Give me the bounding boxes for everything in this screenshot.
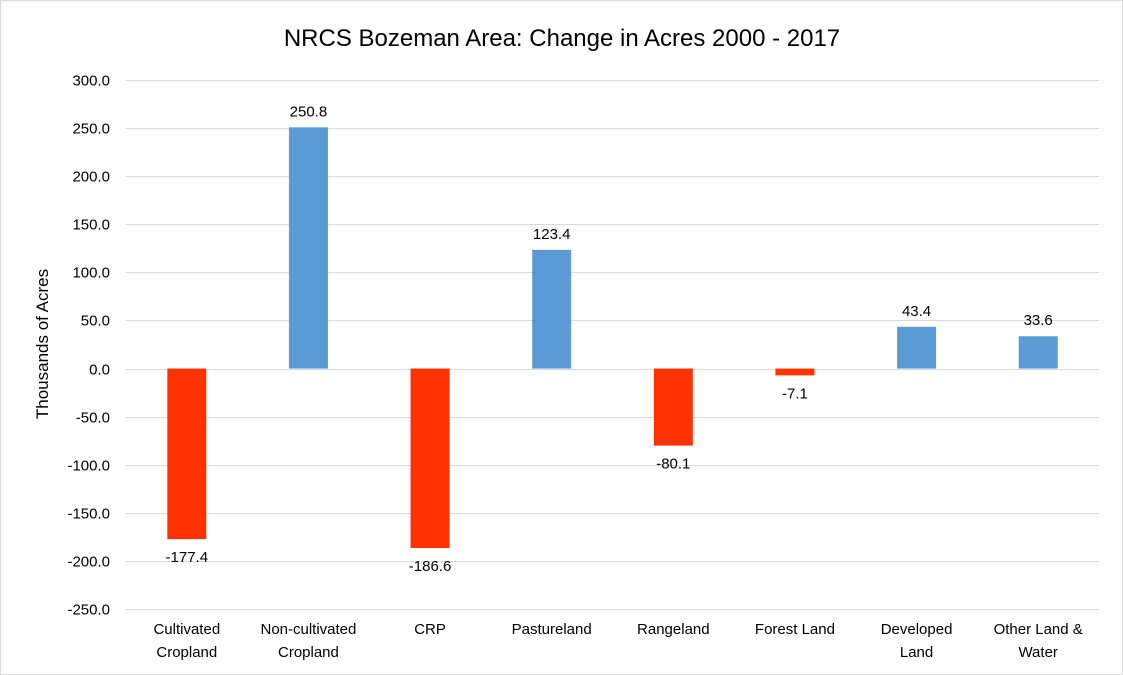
y-tick-label: -200.0 <box>67 554 110 571</box>
data-label: 33.6 <box>1024 312 1053 329</box>
bars <box>167 127 1058 549</box>
x-category-label: Other Land & <box>994 621 1083 638</box>
bar <box>167 368 207 540</box>
x-category-label: Cropland <box>278 644 339 661</box>
gridlines <box>126 80 1099 610</box>
y-tick-label: 300.0 <box>72 73 110 90</box>
y-tick-label: 100.0 <box>72 265 110 282</box>
y-tick-label: -50.0 <box>76 410 110 427</box>
x-category-label: Rangeland <box>637 621 710 638</box>
bar <box>1018 336 1058 369</box>
y-tick-label: 200.0 <box>72 169 110 186</box>
chart-title: NRCS Bozeman Area: Change in Acres 2000 … <box>284 25 840 52</box>
data-label: 123.4 <box>533 226 571 243</box>
bar <box>288 127 328 369</box>
x-category-label: Developed <box>881 621 953 638</box>
x-axis-categories: Cultivated Cropland Non-cultivated Cropland… <box>153 621 1082 661</box>
bar <box>653 368 693 446</box>
x-category-label: Water <box>1018 644 1057 661</box>
y-tick-label: -100.0 <box>67 458 110 475</box>
bar <box>897 326 937 369</box>
x-category-label: CRP <box>414 621 446 638</box>
data-label: 250.8 <box>290 103 328 120</box>
y-tick-label: 250.0 <box>72 121 110 138</box>
x-category-label: Pastureland <box>512 621 592 638</box>
y-tick-label: 50.0 <box>81 313 110 330</box>
y-tick-label: -250.0 <box>67 602 110 619</box>
data-label: -186.6 <box>409 558 452 575</box>
data-label: 43.4 <box>902 303 931 320</box>
y-axis-title: Thousands of Acres <box>33 269 52 419</box>
bar <box>410 368 450 549</box>
x-category-label: Cultivated <box>153 621 220 638</box>
data-label: -7.1 <box>782 385 808 402</box>
x-category-label: Forest Land <box>755 621 835 638</box>
bar <box>775 368 815 376</box>
y-tick-label: -150.0 <box>67 506 110 523</box>
bar <box>532 249 572 369</box>
y-axis-ticks: 300.0 250.0 200.0 150.0 100.0 50.0 0.0 -50.0 -10… <box>67 73 110 619</box>
y-tick-label: 0.0 <box>89 362 110 379</box>
x-category-label: Land <box>900 644 933 661</box>
data-label: -80.1 <box>656 456 690 473</box>
data-label: -177.4 <box>166 549 209 566</box>
data-labels: -177.4 250.8 -186.6 123.4 -80.1 -7.1 43.4 33.6 <box>166 103 1053 575</box>
x-category-label: Non-cultivated <box>260 621 356 638</box>
x-category-label: Cropland <box>156 644 217 661</box>
y-tick-label: 150.0 <box>72 217 110 234</box>
